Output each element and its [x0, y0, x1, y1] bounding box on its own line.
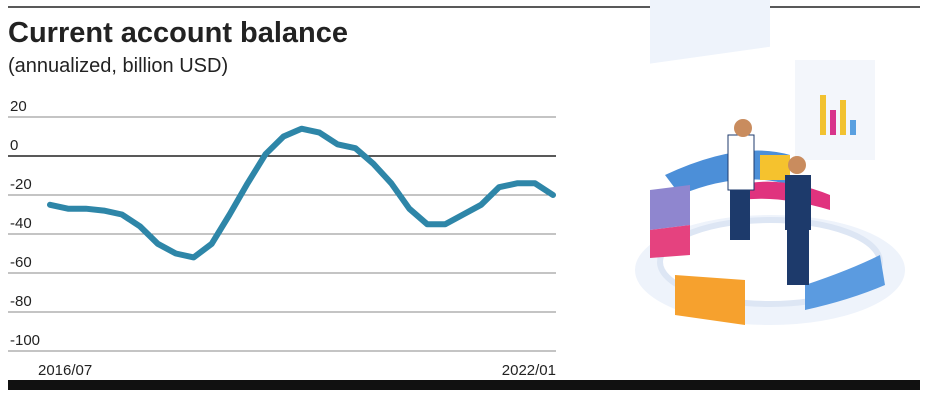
bottom-rule	[8, 380, 920, 390]
y-tick-label: -20	[10, 176, 32, 193]
x-tick-label: 2016/07	[38, 362, 92, 379]
x-tick-label: 2022/01	[502, 362, 556, 379]
y-tick-label: -40	[10, 215, 32, 232]
y-tick-label: -60	[10, 254, 32, 271]
y-tick-label: -80	[10, 293, 32, 310]
illustration	[635, 0, 905, 325]
data-line	[47, 125, 556, 261]
y-tick-label: 20	[10, 98, 27, 115]
chart-title: Current account balance	[8, 17, 348, 49]
y-tick-label: 0	[10, 137, 18, 154]
chart-subtitle: (annualized, billion USD)	[8, 55, 228, 77]
y-tick-label: -100	[10, 332, 40, 349]
